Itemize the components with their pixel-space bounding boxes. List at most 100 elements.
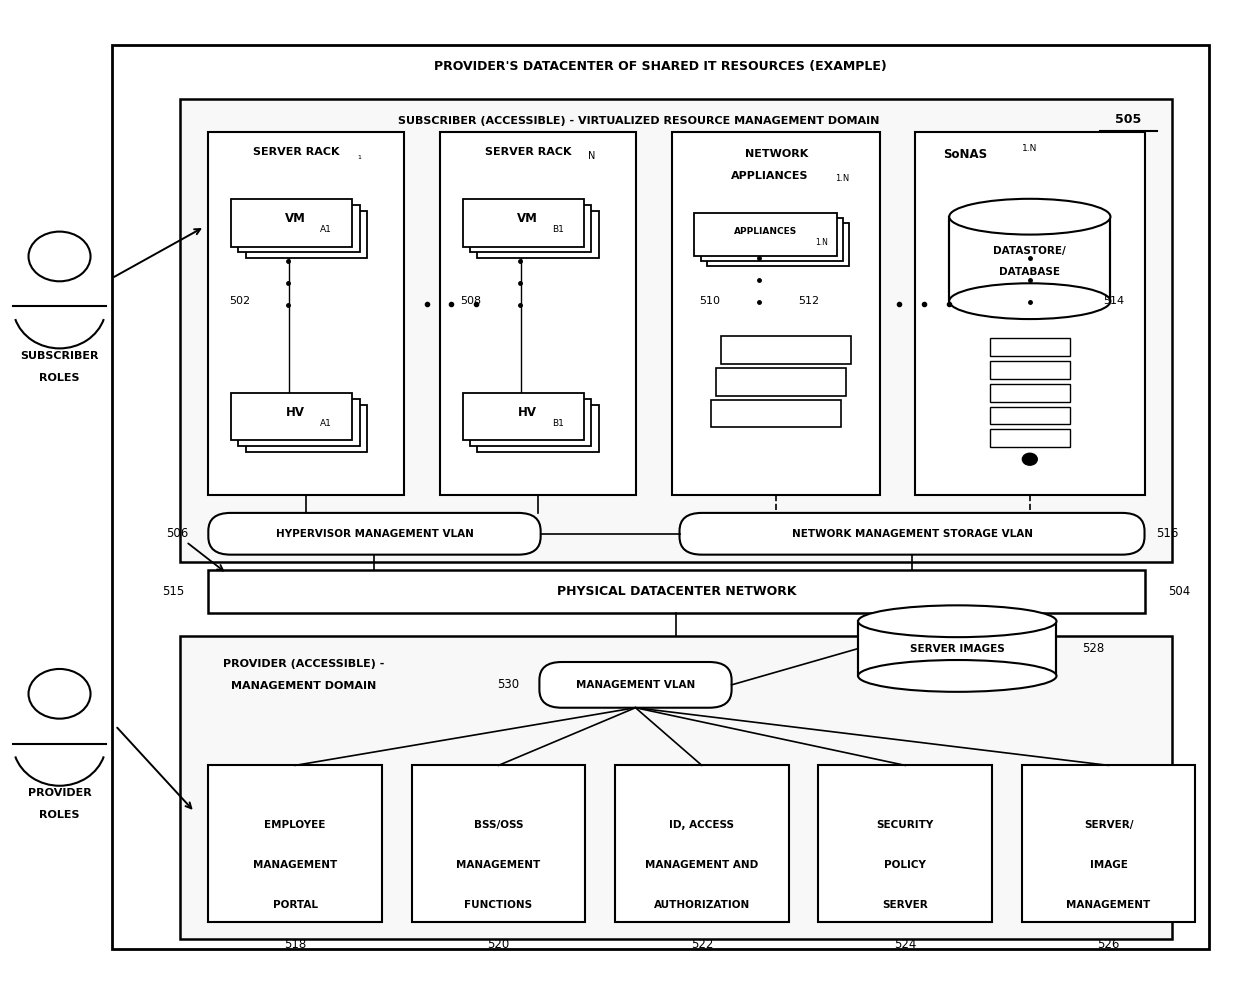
Text: 506: 506 — [166, 527, 188, 541]
Circle shape — [29, 232, 91, 281]
FancyBboxPatch shape — [990, 407, 1070, 424]
Text: PROVIDER (ACCESSIBLE) -: PROVIDER (ACCESSIBLE) - — [223, 659, 384, 669]
Text: SUBSCRIBER (ACCESSIBLE) - VIRTUALIZED RESOURCE MANAGEMENT DOMAIN: SUBSCRIBER (ACCESSIBLE) - VIRTUALIZED RE… — [398, 116, 879, 126]
FancyBboxPatch shape — [246, 405, 367, 452]
Text: APPLIANCES: APPLIANCES — [732, 171, 808, 181]
Text: POLICY: POLICY — [884, 860, 926, 870]
FancyBboxPatch shape — [990, 429, 1070, 447]
Text: 515: 515 — [162, 584, 185, 598]
Circle shape — [1022, 453, 1038, 465]
Text: ROLES: ROLES — [40, 373, 79, 383]
Text: ROLES: ROLES — [40, 810, 79, 820]
Text: PROVIDER'S DATACENTER OF SHARED IT RESOURCES (EXAMPLE): PROVIDER'S DATACENTER OF SHARED IT RESOU… — [434, 60, 887, 74]
Text: MANAGEMENT AND: MANAGEMENT AND — [645, 860, 759, 870]
Text: HV: HV — [285, 406, 305, 419]
Text: 1.N: 1.N — [1022, 143, 1037, 153]
Polygon shape — [858, 621, 1056, 676]
Text: PHYSICAL DATACENTER NETWORK: PHYSICAL DATACENTER NETWORK — [557, 584, 796, 598]
Text: BSS/OSS: BSS/OSS — [474, 820, 523, 830]
FancyBboxPatch shape — [722, 336, 851, 364]
FancyBboxPatch shape — [463, 199, 584, 247]
FancyBboxPatch shape — [915, 132, 1145, 495]
FancyBboxPatch shape — [208, 132, 404, 495]
Text: MANAGEMENT VLAN: MANAGEMENT VLAN — [575, 680, 696, 690]
Text: SERVER IMAGES: SERVER IMAGES — [910, 643, 1004, 654]
Text: APPLIANCES: APPLIANCES — [734, 227, 797, 237]
Ellipse shape — [858, 660, 1056, 692]
Text: SERVER/: SERVER/ — [1084, 820, 1133, 830]
Text: HV: HV — [517, 406, 537, 419]
Text: A1: A1 — [320, 225, 332, 235]
Text: 508: 508 — [460, 296, 482, 306]
Text: 510: 510 — [699, 296, 719, 306]
Text: 502: 502 — [228, 296, 250, 306]
Text: N: N — [588, 151, 595, 161]
Text: B1: B1 — [552, 418, 564, 428]
Text: 526: 526 — [1097, 937, 1120, 951]
Text: 530: 530 — [497, 678, 520, 692]
Text: VM: VM — [285, 212, 305, 226]
Text: AUTHORIZATION: AUTHORIZATION — [653, 900, 750, 910]
Text: EMPLOYEE: EMPLOYEE — [264, 820, 326, 830]
FancyBboxPatch shape — [615, 765, 789, 922]
Ellipse shape — [950, 199, 1110, 235]
Text: 1.N: 1.N — [835, 174, 849, 184]
Text: 512: 512 — [797, 296, 820, 306]
Text: DATABASE: DATABASE — [999, 266, 1060, 277]
Text: PROVIDER: PROVIDER — [27, 788, 92, 798]
FancyBboxPatch shape — [680, 513, 1145, 555]
Text: 514: 514 — [1102, 296, 1125, 306]
FancyBboxPatch shape — [707, 223, 849, 266]
Text: NETWORK MANAGEMENT STORAGE VLAN: NETWORK MANAGEMENT STORAGE VLAN — [791, 529, 1033, 539]
Circle shape — [29, 669, 91, 719]
FancyBboxPatch shape — [238, 205, 360, 252]
Text: A1: A1 — [320, 418, 332, 428]
Text: MANAGEMENT: MANAGEMENT — [253, 860, 337, 870]
Text: 518: 518 — [284, 937, 306, 951]
Text: 524: 524 — [894, 937, 916, 951]
Text: 1.N: 1.N — [815, 238, 828, 248]
FancyBboxPatch shape — [440, 132, 636, 495]
Text: NETWORK: NETWORK — [744, 149, 808, 159]
Text: 522: 522 — [691, 937, 713, 951]
FancyBboxPatch shape — [990, 361, 1070, 379]
FancyBboxPatch shape — [717, 368, 846, 396]
FancyBboxPatch shape — [712, 400, 841, 427]
FancyBboxPatch shape — [701, 218, 843, 261]
FancyBboxPatch shape — [412, 765, 585, 922]
FancyBboxPatch shape — [470, 205, 591, 252]
FancyBboxPatch shape — [463, 393, 584, 440]
Ellipse shape — [858, 605, 1056, 637]
Text: MANAGEMENT: MANAGEMENT — [456, 860, 541, 870]
FancyBboxPatch shape — [477, 405, 599, 452]
Text: SERVER: SERVER — [883, 900, 928, 910]
FancyBboxPatch shape — [539, 662, 732, 708]
Text: DATASTORE/: DATASTORE/ — [993, 246, 1066, 256]
Text: 528: 528 — [1083, 642, 1105, 655]
FancyBboxPatch shape — [470, 399, 591, 446]
FancyBboxPatch shape — [231, 393, 352, 440]
Text: SECURITY: SECURITY — [877, 820, 934, 830]
Text: PORTAL: PORTAL — [273, 900, 317, 910]
Polygon shape — [950, 217, 1110, 301]
FancyBboxPatch shape — [180, 99, 1172, 562]
FancyBboxPatch shape — [990, 338, 1070, 356]
Text: MANAGEMENT: MANAGEMENT — [1066, 900, 1151, 910]
FancyBboxPatch shape — [238, 399, 360, 446]
Text: 504: 504 — [1168, 584, 1190, 598]
Text: B1: B1 — [552, 225, 564, 235]
Text: MANAGEMENT DOMAIN: MANAGEMENT DOMAIN — [231, 681, 377, 691]
FancyBboxPatch shape — [672, 132, 880, 495]
FancyBboxPatch shape — [1022, 765, 1195, 922]
FancyBboxPatch shape — [112, 45, 1209, 949]
FancyBboxPatch shape — [180, 636, 1172, 939]
FancyBboxPatch shape — [246, 211, 367, 258]
FancyBboxPatch shape — [694, 213, 837, 256]
FancyBboxPatch shape — [208, 765, 382, 922]
FancyBboxPatch shape — [208, 570, 1145, 613]
FancyBboxPatch shape — [231, 199, 352, 247]
Text: FUNCTIONS: FUNCTIONS — [465, 900, 532, 910]
Text: 516: 516 — [1156, 527, 1178, 541]
Text: SUBSCRIBER: SUBSCRIBER — [20, 351, 99, 361]
FancyBboxPatch shape — [208, 513, 541, 555]
